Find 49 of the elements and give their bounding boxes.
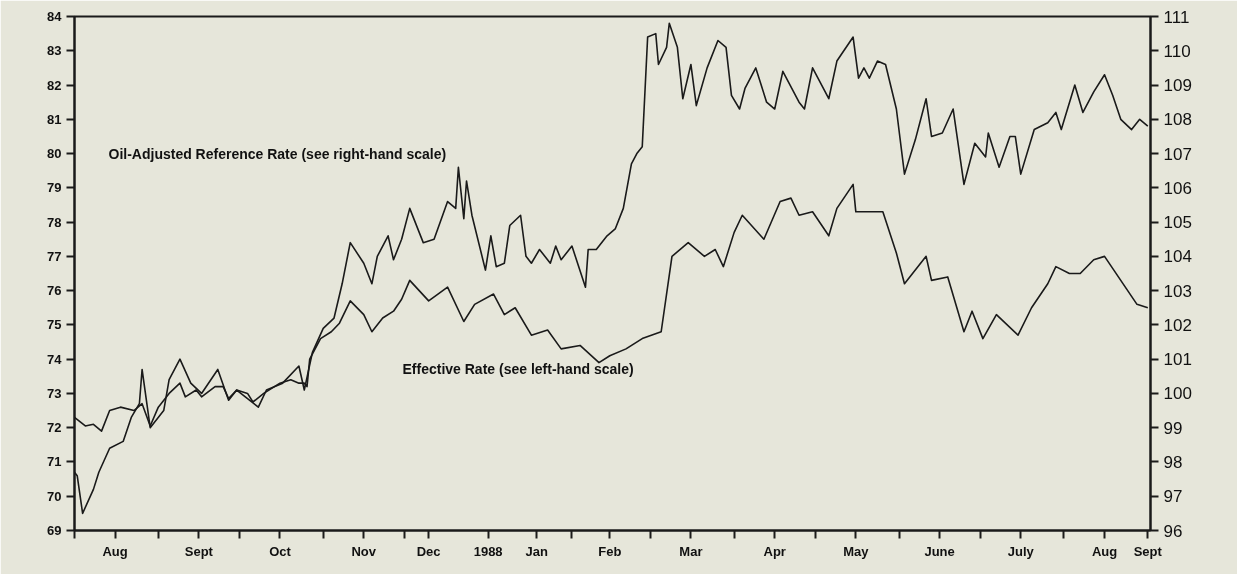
- y2-tick-label: 106: [1163, 178, 1192, 198]
- x-tick-label: Jan: [525, 543, 549, 559]
- y2-tick-label: 108: [1163, 110, 1192, 130]
- x-tick-label: June: [924, 543, 955, 559]
- y2-tick-label: 97: [1163, 487, 1183, 507]
- x-tick-label: July: [1007, 543, 1035, 559]
- x-tick-label: Sept: [1133, 543, 1163, 559]
- x-tick-label: Aug: [1091, 543, 1118, 559]
- x-tick-label: Mar: [679, 543, 703, 559]
- y-tick-label: 70: [47, 488, 62, 504]
- y-tick-label: 82: [47, 77, 62, 93]
- y2-tick-label: 96: [1163, 521, 1183, 541]
- y2-tick-label: 98: [1163, 452, 1183, 472]
- y-tick-label: 79: [47, 180, 62, 196]
- y-tick-label: 80: [47, 146, 62, 162]
- y2-tick-label: 100: [1163, 384, 1192, 404]
- y-tick-label: 71: [47, 454, 62, 470]
- y-tick-label: 83: [47, 43, 62, 59]
- y-tick-label: 69: [47, 523, 62, 538]
- annotation: Oil-Adjusted Reference Rate (see right-hand scale): [108, 145, 447, 162]
- y-tick-label: 74: [47, 351, 63, 367]
- y2-tick-label: 101: [1163, 350, 1192, 370]
- annotation: Effective Rate (see left-hand scale): [402, 360, 634, 377]
- y2-tick-label: 111: [1163, 7, 1190, 27]
- x-tick-label: Apr: [763, 543, 786, 559]
- y-tick-label: 84: [47, 9, 63, 24]
- y2-tick-label: 99: [1163, 418, 1183, 438]
- x-tick-label: May: [843, 543, 870, 559]
- y-tick-label: 72: [47, 420, 62, 436]
- x-tick-label: Sept: [184, 543, 214, 559]
- x-tick-label: Dec: [416, 543, 441, 559]
- x-tick-label: Feb: [598, 543, 622, 559]
- y2-tick-label: 103: [1163, 281, 1192, 301]
- y2-tick-label: 102: [1163, 315, 1192, 335]
- y2-tick-label: 105: [1163, 213, 1192, 233]
- y2-tick-label: 107: [1163, 144, 1192, 164]
- x-tick-label: Aug: [102, 543, 128, 559]
- x-tick-label: 1988: [473, 543, 503, 559]
- y-tick-label: 73: [47, 385, 62, 401]
- y-tick-label: 75: [47, 317, 62, 333]
- x-tick-label: Oct: [269, 543, 292, 559]
- y2-tick-label: 109: [1163, 76, 1192, 96]
- y-tick-label: 76: [47, 283, 62, 299]
- y2-tick-label: 110: [1163, 41, 1191, 61]
- y-tick-label: 78: [47, 214, 62, 230]
- y2-tick-label: 104: [1163, 247, 1192, 267]
- x-tick-label: Nov: [351, 543, 377, 559]
- y-tick-label: 77: [47, 248, 62, 264]
- y-tick-label: 81: [47, 111, 62, 127]
